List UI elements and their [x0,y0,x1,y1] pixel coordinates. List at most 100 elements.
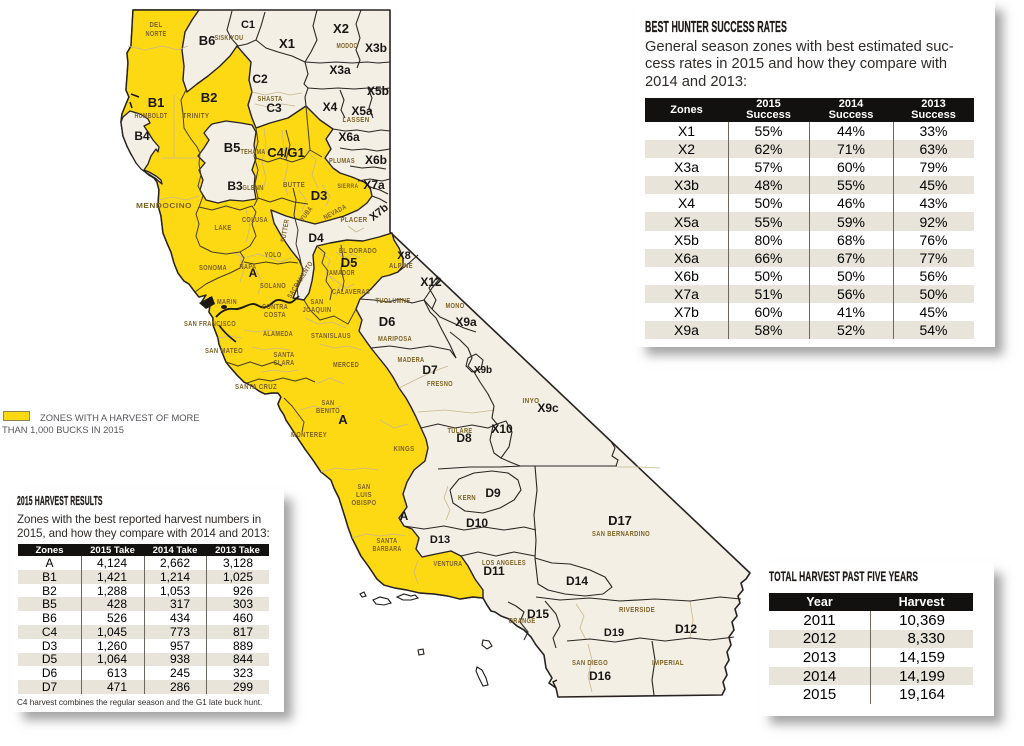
svg-text:MODOC: MODOC [337,43,358,50]
svg-text:DEL: DEL [150,20,163,29]
svg-text:X3b: X3b [365,41,387,55]
svg-text:INYO: INYO [523,398,540,405]
svg-text:TEHAMA: TEHAMA [241,149,266,156]
svg-text:EL DORADO: EL DORADO [339,248,377,255]
svg-text:X2: X2 [333,21,349,36]
svg-text:IMPERIAL: IMPERIAL [652,660,684,667]
svg-text:MADERA: MADERA [398,357,425,364]
svg-text:SANTA: SANTA [274,352,295,359]
svg-text:SUTTER: SUTTER [280,219,291,243]
svg-text:MONTEREY: MONTEREY [291,432,327,439]
svg-text:PLUMAS: PLUMAS [329,158,355,165]
svg-text:X5a: X5a [351,104,373,118]
svg-text:A: A [338,412,348,427]
svg-text:D19: D19 [604,627,624,639]
svg-text:GLENN: GLENN [243,185,264,192]
svg-text:SANTA: SANTA [377,538,398,545]
svg-text:ALPINE: ALPINE [389,263,413,270]
svg-text:BENITO: BENITO [316,408,340,415]
svg-text:B2: B2 [201,90,218,105]
svg-text:X6b: X6b [365,153,387,167]
svg-text:X4: X4 [323,100,338,114]
svg-text:X8: X8 [397,250,410,262]
svg-text:B4: B4 [134,129,150,143]
svg-text:D12: D12 [675,622,697,636]
svg-text:MERCED: MERCED [333,362,359,369]
svg-text:D16: D16 [589,669,611,683]
svg-text:SANTA CRUZ: SANTA CRUZ [235,384,277,391]
svg-text:D6: D6 [379,314,396,329]
svg-text:FRESNO: FRESNO [427,381,453,388]
svg-text:TRINITY: TRINITY [183,113,210,120]
svg-text:B6: B6 [199,33,216,48]
svg-text:RIVERSIDE: RIVERSIDE [619,607,655,614]
svg-text:BARBARA: BARBARA [373,546,402,553]
svg-text:B3: B3 [227,179,243,193]
svg-text:STANISLAUS: STANISLAUS [311,333,351,340]
svg-text:X5b: X5b [367,84,389,98]
svg-text:C2: C2 [252,72,268,86]
svg-text:X6a: X6a [338,130,360,144]
svg-text:OBISPO: OBISPO [352,500,377,507]
svg-text:SAN: SAN [311,299,324,306]
svg-text:MONO: MONO [446,303,465,310]
svg-text:D7: D7 [422,363,438,377]
svg-text:SONOMA: SONOMA [199,265,227,272]
svg-text:ALAMEDA: ALAMEDA [263,331,293,338]
svg-text:VENTURA: VENTURA [434,561,463,568]
svg-text:HUMBOLDT: HUMBOLDT [135,113,168,120]
svg-text:D4: D4 [308,231,324,245]
svg-text:B5: B5 [224,140,241,155]
svg-text:SAN MATEO: SAN MATEO [205,348,243,355]
svg-text:COSTA: COSTA [264,312,286,319]
svg-text:X9a: X9a [455,315,477,329]
svg-text:TUOLUMNE: TUOLUMNE [376,298,411,305]
svg-text:SAN FRANCISCO: SAN FRANCISCO [184,321,236,328]
svg-text:AMADOR: AMADOR [329,270,355,277]
svg-text:C3: C3 [266,101,282,115]
svg-text:D11: D11 [483,564,505,578]
svg-text:LUIS: LUIS [356,492,372,499]
svg-text:B1: B1 [148,95,165,110]
svg-text:SIERRA: SIERRA [338,183,359,190]
svg-text:LASSEN: LASSEN [343,117,370,124]
svg-text:X10: X10 [491,422,513,436]
svg-text:D3: D3 [311,188,328,203]
svg-text:SAN BERNARDINO: SAN BERNARDINO [592,531,650,538]
svg-text:X12: X12 [420,275,442,289]
svg-text:ORANGE: ORANGE [509,618,536,625]
svg-text:COLUSA: COLUSA [242,217,268,224]
svg-text:C1: C1 [241,19,255,31]
svg-text:CALAVERAS: CALAVERAS [332,289,370,296]
svg-text:A: A [206,296,213,307]
svg-text:X1: X1 [279,36,295,51]
svg-text:D9: D9 [485,486,501,500]
svg-text:CONTRA: CONTRA [262,304,288,311]
svg-text:NAPA: NAPA [240,264,257,271]
svg-text:KINGS: KINGS [394,446,415,453]
svg-text:D5: D5 [341,255,358,270]
svg-text:SISKIYOU: SISKIYOU [215,35,244,42]
svg-text:D13: D13 [430,534,450,546]
svg-text:A: A [400,509,409,523]
svg-text:SHASTA: SHASTA [258,96,283,103]
svg-text:MARIN: MARIN [217,299,237,306]
svg-text:PLACER: PLACER [341,217,368,224]
svg-text:A: A [249,266,258,280]
svg-text:BUTTE: BUTTE [283,182,305,189]
svg-text:SOLANO: SOLANO [260,283,286,290]
svg-text:YOLO: YOLO [265,252,282,259]
svg-text:LOS ANGELES: LOS ANGELES [482,560,526,567]
svg-text:SAN: SAN [322,400,335,407]
svg-text:D15: D15 [527,607,549,621]
svg-text:X9b: X9b [474,365,492,376]
svg-text:X9c: X9c [537,401,559,415]
svg-text:NORTE: NORTE [146,29,167,38]
svg-text:X7a: X7a [363,178,385,192]
svg-text:D17: D17 [608,513,632,528]
svg-text:CLARA: CLARA [274,360,295,367]
svg-text:SAN DIEGO: SAN DIEGO [572,660,608,667]
svg-text:C4/G1: C4/G1 [267,145,305,160]
svg-text:JOAQUIN: JOAQUIN [303,307,332,314]
svg-text:D10: D10 [466,516,488,530]
